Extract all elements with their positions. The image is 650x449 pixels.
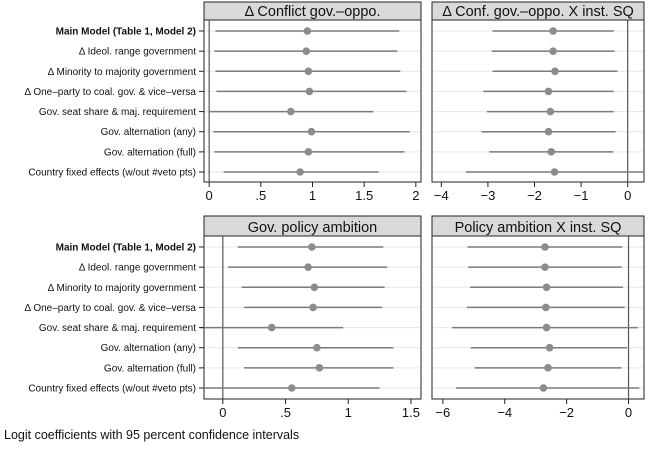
- category-label: Country fixed effects (w/out #veto pts): [28, 168, 196, 179]
- panel-title: Δ Conf. gov.–oppo. X inst. SQ: [442, 4, 634, 20]
- category-label: Main Model (Table 1, Model 2): [56, 243, 196, 254]
- coefficient-point: [542, 303, 550, 312]
- coefficient-point: [545, 343, 554, 352]
- x-tick-label: 1: [309, 188, 316, 203]
- x-tick-label: 0: [206, 188, 213, 203]
- panel-title: Gov. policy ambition: [248, 220, 377, 236]
- coefficient-point: [313, 343, 321, 352]
- category-label: Δ Ideol. range government: [79, 47, 197, 58]
- plot-frame: [203, 19, 422, 183]
- category-label: Δ One–party to coal. gov. & vice–versa: [24, 303, 196, 314]
- coefficient-point: [546, 107, 555, 116]
- plot-frame: [203, 235, 422, 400]
- category-label: Gov. alternation (full): [104, 147, 196, 158]
- plot-frame: [431, 19, 645, 183]
- x-tick-label: 0: [625, 405, 632, 420]
- coefficient-point: [302, 47, 311, 55]
- coefficient-point: [304, 67, 313, 76]
- coefficient-point: [542, 323, 551, 332]
- coefficient-point: [544, 364, 552, 372]
- coefficient-point: [541, 263, 549, 271]
- coefficient-point: [287, 107, 295, 116]
- category-label: Δ Minority to majority government: [48, 283, 197, 294]
- x-tick-label: −4: [434, 188, 449, 203]
- coefficient-point: [309, 303, 317, 312]
- category-label: Gov. seat share & maj. requirement: [39, 323, 196, 334]
- category-label: Main Model (Table 1, Model 2): [56, 27, 196, 38]
- coefficient-point: [539, 384, 548, 392]
- category-label: Gov. seat share & maj. requirement: [39, 107, 196, 118]
- category-label: Gov. alternation (any): [101, 343, 196, 354]
- x-tick-label: −6: [435, 405, 450, 420]
- category-label: Δ One–party to coal. gov. & vice–versa: [24, 87, 196, 98]
- coefficient-point: [303, 27, 312, 35]
- x-tick-label: −4: [497, 405, 512, 420]
- coefficient-point: [310, 283, 319, 292]
- coefficient-point: [304, 148, 313, 156]
- panel-title: Δ Conflict gov.–oppo.: [245, 4, 381, 20]
- x-tick-label: .5: [255, 188, 266, 203]
- coefficient-point: [296, 168, 304, 176]
- coefficient-point: [267, 323, 276, 332]
- coefficient-point: [541, 243, 549, 251]
- category-label: Δ Minority to majority government: [48, 67, 197, 78]
- x-tick-label: −1: [574, 188, 589, 203]
- coefficient-point: [304, 263, 312, 271]
- plot-frame: [431, 235, 645, 400]
- x-tick-label: 1.5: [402, 405, 420, 420]
- coefficient-point: [307, 127, 316, 136]
- x-tick-label: 1: [345, 405, 352, 420]
- category-label: Country fixed effects (w/out #veto pts): [28, 384, 196, 395]
- x-tick-label: −3: [480, 188, 495, 203]
- coefficient-point: [550, 168, 559, 176]
- coefficient-point: [549, 27, 557, 35]
- x-tick-label: 0: [219, 405, 226, 420]
- figure-caption: Logit coefficients with 95 percent confi…: [4, 428, 300, 442]
- x-tick-label: 2: [412, 188, 419, 203]
- coefficient-point: [315, 364, 324, 372]
- coefficient-point: [305, 87, 314, 96]
- coefficient-point: [549, 47, 557, 55]
- coefficient-point: [544, 87, 553, 96]
- coefficient-point: [308, 243, 316, 251]
- x-tick-label: .5: [280, 405, 291, 420]
- category-label: Δ Ideol. range government: [79, 263, 197, 274]
- coefficient-point: [542, 283, 551, 292]
- x-tick-label: −2: [559, 405, 574, 420]
- category-label: Gov. alternation (full): [104, 363, 196, 374]
- panel-title: Policy ambition X inst. SQ: [455, 220, 622, 236]
- x-tick-label: 1.5: [355, 188, 373, 203]
- x-tick-label: −2: [527, 188, 542, 203]
- coefficient-point: [551, 67, 559, 76]
- coefficient-point: [544, 127, 553, 136]
- category-label: Gov. alternation (any): [101, 127, 196, 138]
- coefficient-point: [547, 148, 556, 156]
- x-tick-label: 0: [624, 188, 631, 203]
- coefficient-point: [288, 384, 296, 392]
